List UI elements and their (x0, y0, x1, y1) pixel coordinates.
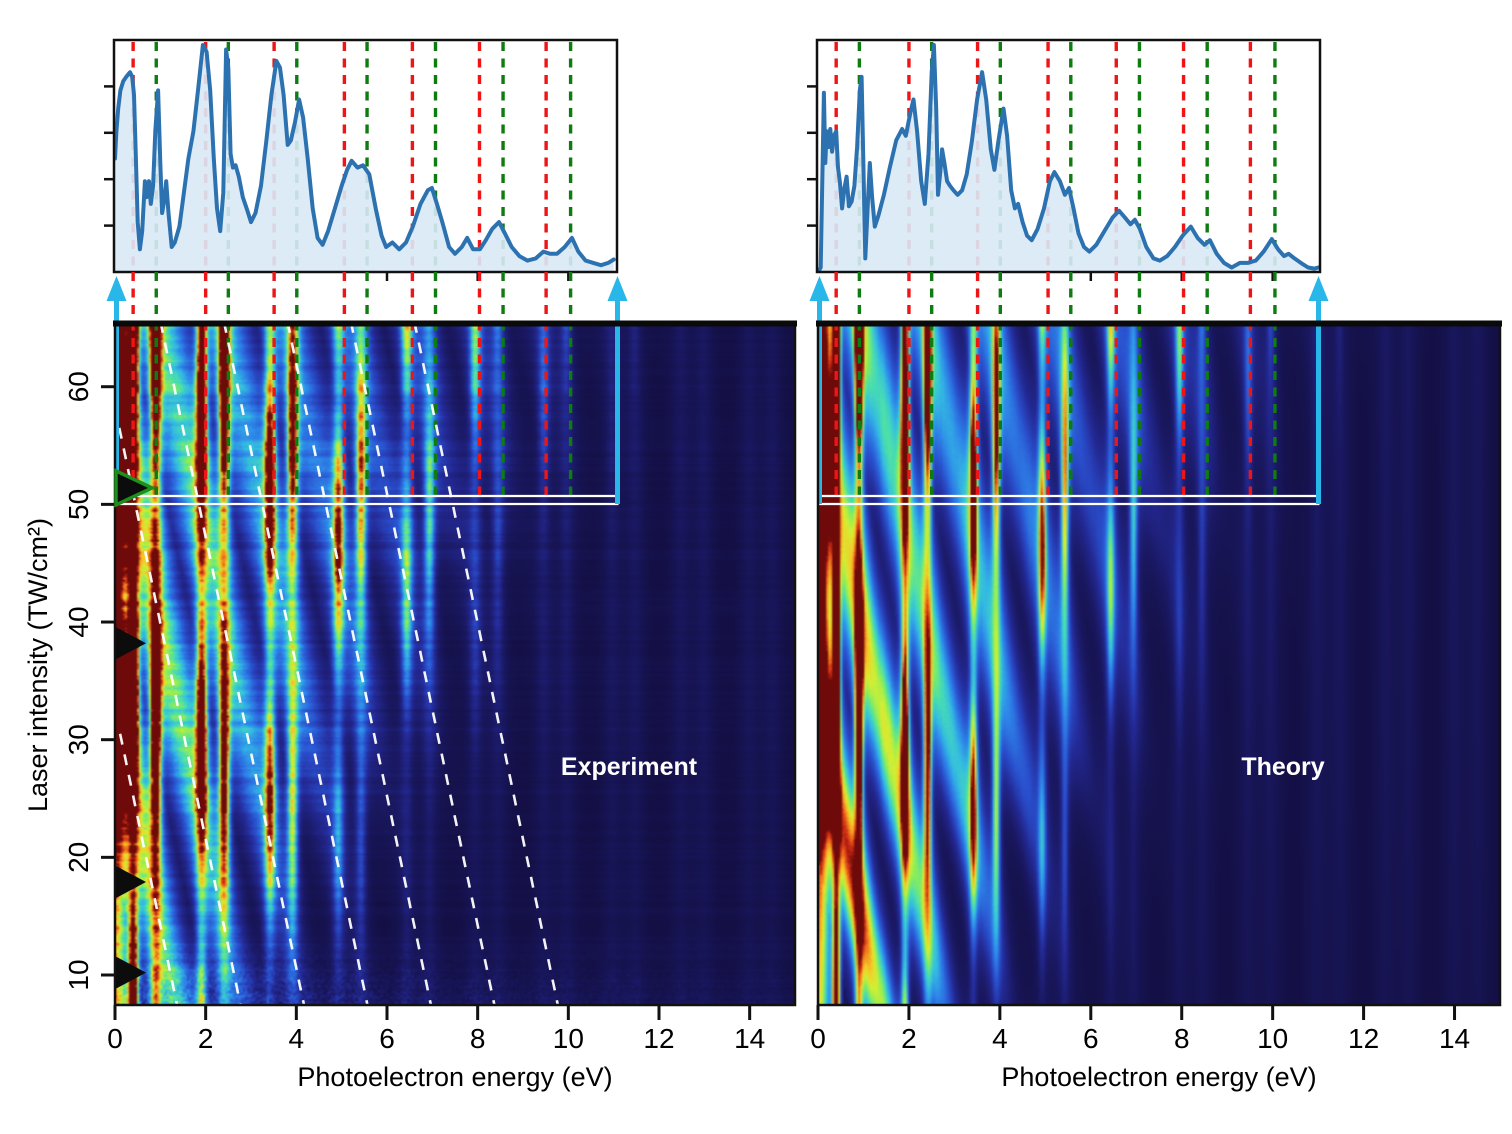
inset-group (104, 38, 619, 281)
inset-frame (112, 38, 619, 274)
y-axis-label: Laser intensity (TW/cm²) (23, 517, 53, 813)
x-tick-label: 4 (289, 1023, 305, 1054)
x-tick-label: 2 (901, 1023, 917, 1054)
y-tick-label: 40 (63, 606, 94, 637)
x-tick-label: 6 (379, 1023, 395, 1054)
x-tick-label: 14 (1439, 1023, 1470, 1054)
y-tick-label: 20 (63, 842, 94, 873)
x-tick-label: 8 (470, 1023, 486, 1054)
x-tick-label: 8 (1174, 1023, 1190, 1054)
y-tick-label: 30 (63, 724, 94, 755)
inset-resonance-lines (834, 42, 1277, 271)
x-tick-label: 10 (1257, 1023, 1288, 1054)
inset-group (807, 38, 1322, 281)
x-tick-label: 12 (643, 1023, 674, 1054)
x-tick-label: 10 (553, 1023, 584, 1054)
y-tick-label: 10 (63, 959, 94, 990)
y-tick-label: 50 (63, 489, 94, 520)
lineout-area-fill (818, 45, 1319, 271)
cyan-arrow-head (106, 276, 127, 301)
lineout-area-fill (115, 45, 614, 271)
x-tick-label: 4 (992, 1023, 1008, 1054)
theory-heatmap (818, 322, 1500, 1005)
x-tick-label: 14 (734, 1023, 765, 1054)
y-tick-label: 60 (63, 371, 94, 402)
x-tick-label: 6 (1083, 1023, 1099, 1054)
experiment-heatmap (115, 322, 795, 1005)
panel-label-experiment: Experiment (560, 753, 698, 781)
cyan-arrow-head (607, 276, 628, 301)
x-axis-label-experiment: Photoelectron energy (eV) (297, 1062, 613, 1092)
cyan-arrow-head (809, 276, 830, 301)
y-axis: 10 20 30 40 50 60 (63, 371, 115, 991)
x-tick-label: 2 (198, 1023, 214, 1054)
inset-resonance-lines (131, 42, 573, 271)
lineout-curve (818, 43, 1319, 271)
inset-frame (815, 38, 1322, 274)
cyan-arrow-head (1308, 276, 1329, 301)
x-tick-label: 0 (107, 1023, 123, 1054)
x-axis-label-theory: Photoelectron energy (eV) (1001, 1062, 1317, 1092)
x-tick-label: 12 (1348, 1023, 1379, 1054)
panel-label-theory: Theory (1241, 753, 1325, 781)
x-tick-label: 0 (810, 1023, 826, 1054)
lineout-curve (115, 43, 616, 268)
